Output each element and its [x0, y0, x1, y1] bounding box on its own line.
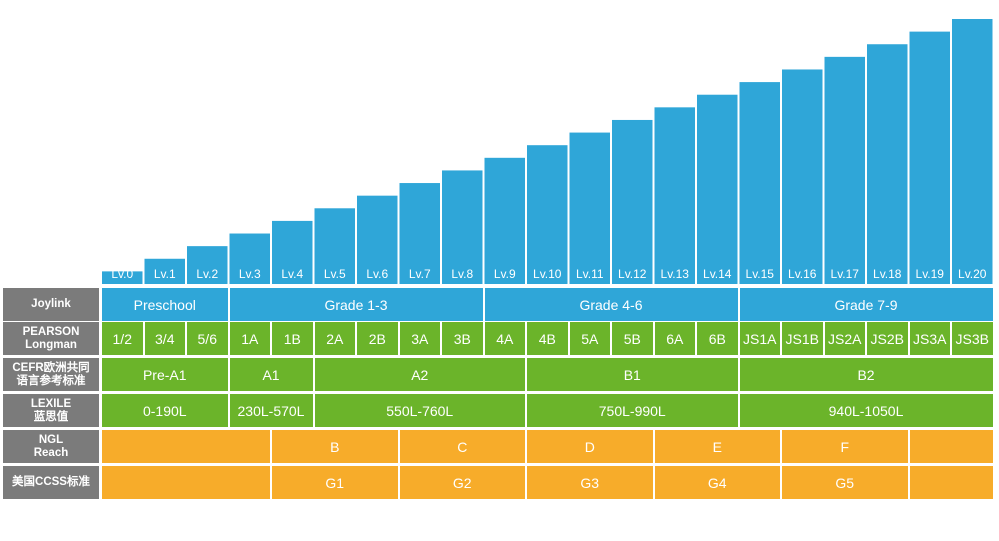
table-cell: 750L-990L	[527, 394, 738, 427]
table-cell: 3/4	[144, 322, 185, 355]
row-label: Joylink	[3, 288, 99, 321]
bar-label: Lv.12	[618, 267, 647, 281]
table-cell: 2A	[314, 322, 355, 355]
table-cell: D	[527, 430, 653, 463]
table-cell: 3A	[399, 322, 440, 355]
bar-label: Lv.1	[154, 267, 176, 281]
level-bar-chart: Lv.0 Lv.1 Lv.2 Lv.3 Lv.4 Lv.5 Lv.6 Lv.7 Lv.8 Lv.9…	[102, 19, 993, 284]
table-cell: 1A	[229, 322, 270, 355]
table-cell: A2	[314, 358, 525, 391]
table-cell: F	[782, 430, 908, 463]
bar-label: Lv.11	[576, 267, 604, 281]
bar-lv1	[144, 258, 185, 284]
table-cell: JS3A	[909, 322, 950, 355]
bar-label: Lv.9	[494, 267, 516, 281]
table-cell: 1/2	[102, 322, 143, 355]
bar-label: Lv.0	[111, 267, 133, 281]
table-cell: Grade 7-9	[739, 288, 993, 321]
bar-label: Lv.16	[788, 267, 817, 281]
bar-lv0	[102, 271, 143, 284]
bar-lv14	[697, 94, 738, 284]
table-cell: 1B	[272, 322, 313, 355]
bar-lv20	[952, 19, 993, 284]
table-cell: JS1A	[739, 322, 780, 355]
table-cell: A1	[229, 358, 313, 391]
table-cell: 6A	[654, 322, 695, 355]
bar-label: Lv.3	[239, 267, 261, 281]
bar-lv12	[612, 119, 653, 284]
table-cell: JS1B	[782, 322, 823, 355]
bar-label: Lv.10	[533, 267, 562, 281]
bar-label: Lv.5	[324, 267, 346, 281]
table-cell	[909, 430, 993, 463]
bar-lv17	[824, 56, 865, 284]
table-cell: JS3B	[952, 322, 993, 355]
table-cell: B1	[527, 358, 738, 391]
bar-label: Lv.19	[916, 267, 945, 281]
bar-lv11	[569, 132, 610, 284]
row-label: LEXILE 蓝思值	[3, 394, 99, 427]
bar-lv16	[782, 69, 823, 284]
row-label: NGL Reach	[3, 430, 99, 463]
row-label: CEFR欧洲共同 语言参考标准	[3, 358, 99, 391]
bar-label: Lv.13	[661, 267, 690, 281]
bar-label: Lv.4	[281, 267, 303, 281]
table-cell	[102, 466, 270, 499]
bar-lv7	[399, 183, 440, 284]
bar-lv10	[527, 145, 568, 284]
table-cell: 5A	[569, 322, 610, 355]
table-cell: 2B	[357, 322, 398, 355]
bar-lv13	[654, 107, 695, 284]
bar-label: Lv.2	[196, 267, 218, 281]
table-cell: G1	[272, 466, 398, 499]
bar-lv19	[909, 31, 950, 284]
bar-lv2	[187, 246, 228, 284]
table-cell: E	[654, 430, 780, 463]
bar-lv15	[739, 82, 780, 284]
bar-lv4	[272, 220, 313, 284]
table-cell: B	[272, 430, 398, 463]
table-cell: 3B	[442, 322, 483, 355]
table-cell: G2	[399, 466, 525, 499]
bar-lv3	[229, 233, 270, 284]
table-cell: B2	[739, 358, 993, 391]
table-cell	[102, 430, 270, 463]
table-cell: 0-190L	[102, 394, 228, 427]
table-cell: Preschool	[102, 288, 228, 321]
bar-label: Lv.17	[831, 267, 860, 281]
bar-lv9	[484, 157, 525, 284]
bar-lv6	[357, 195, 398, 284]
table-cell: JS2A	[824, 322, 865, 355]
table-cell: 940L-1050L	[739, 394, 993, 427]
bar-label: Lv.7	[409, 267, 431, 281]
table-cell: G3	[527, 466, 653, 499]
table-cell: 550L-760L	[314, 394, 525, 427]
table-cell: C	[399, 430, 525, 463]
table-cell: 5/6	[187, 322, 228, 355]
table-cell: 4A	[484, 322, 525, 355]
bar-lv18	[867, 44, 908, 284]
table-cell: Pre-A1	[102, 358, 228, 391]
bar-label: Lv.8	[451, 267, 473, 281]
table-cell: JS2B	[867, 322, 908, 355]
table-cell: G4	[654, 466, 780, 499]
table-cell: 4B	[527, 322, 568, 355]
table-cell: 230L-570L	[229, 394, 313, 427]
table-cell: Grade 1-3	[229, 288, 483, 321]
table-cell: G5	[782, 466, 908, 499]
bar-lv5	[314, 208, 355, 284]
bar-label: Lv.6	[366, 267, 388, 281]
row-label: PEARSON Longman	[3, 322, 99, 355]
bar-label: Lv.14	[703, 267, 732, 281]
table-cell: Grade 4-6	[484, 288, 738, 321]
bar-label: Lv.15	[746, 267, 775, 281]
table-cell: 5B	[612, 322, 653, 355]
bar-label: Lv.20	[958, 267, 987, 281]
bar-label: Lv.18	[873, 267, 902, 281]
table-cell: 6B	[697, 322, 738, 355]
table-cell	[909, 466, 993, 499]
bar-lv8	[442, 170, 483, 284]
row-label: 美国CCSS标准	[3, 466, 99, 499]
